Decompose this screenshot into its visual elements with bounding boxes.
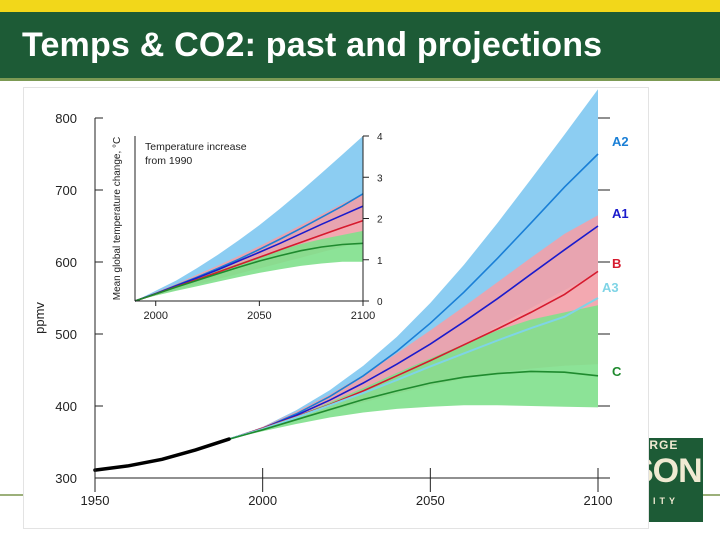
inset-band-c <box>135 230 363 301</box>
y-tick-label-400: 400 <box>55 399 77 414</box>
series-label-a2: A2 <box>612 134 629 149</box>
inset-y-tick-label-3: 3 <box>377 173 383 184</box>
x-tick-label-1950: 1950 <box>81 493 110 508</box>
inset-x-tick-label-2000: 2000 <box>143 310 167 322</box>
inset-title-line-1: Temperature increase <box>145 141 247 153</box>
inset-x-tick-label-2050: 2050 <box>247 310 271 322</box>
main-bands <box>229 89 598 440</box>
series-label-b: B <box>612 256 621 271</box>
inset-x-tick-label-2100: 2100 <box>351 310 375 322</box>
chart-panel: 300 400 500 600 700 800 1950 2000 2050 2100 ppmv A… <box>24 88 648 528</box>
inset-y-tick-label-1: 1 <box>377 256 383 267</box>
series-line-c <box>228 370 599 440</box>
inset-lines <box>134 193 364 302</box>
inset-y-axis-label: Mean global temperature change, °C <box>112 137 123 301</box>
x-tick-label-2000: 2000 <box>248 493 277 508</box>
series-line-a1 <box>228 225 599 440</box>
logo-line-3: SITY <box>647 496 680 506</box>
main-labels: A2 A1 B A3 C <box>602 134 629 379</box>
historical-line <box>93 437 231 472</box>
main-lines <box>93 153 599 472</box>
y-axis-label: ppmv <box>32 302 47 334</box>
inset-y-tick-label-4: 4 <box>377 132 383 143</box>
logo-line-1: ORGE <box>647 438 679 452</box>
main-axes: 300 400 500 600 700 800 1950 2000 2050 2100 ppmv <box>32 111 612 508</box>
inset-y-tick-label-2: 2 <box>377 215 383 226</box>
co2-projection-chart: 300 400 500 600 700 800 1950 2000 2050 2100 ppmv A… <box>32 89 629 508</box>
inset-title-line-2: from 1990 <box>145 155 192 167</box>
y-tick-label-300: 300 <box>55 471 77 486</box>
series-line-a2 <box>228 153 599 440</box>
university-logo: ORGE SON SITY <box>647 438 703 522</box>
inset-axes: 0 1 2 3 4 2000 2050 2100 Temperature increase fro… <box>112 132 383 322</box>
series-label-a3: A3 <box>602 280 619 295</box>
x-tick-label-2050: 2050 <box>416 493 445 508</box>
header-bar: Temps & CO2: past and projections <box>0 12 720 78</box>
y-tick-label-700: 700 <box>55 183 77 198</box>
y-tick-label-800: 800 <box>55 111 77 126</box>
temperature-inset: 0 1 2 3 4 2000 2050 2100 Temperature increase fro… <box>104 118 394 328</box>
series-line-a3 <box>228 297 599 441</box>
header-accent-bar <box>0 0 720 12</box>
slide-title: Temps & CO2: past and projections <box>22 26 603 64</box>
x-tick-label-2100: 2100 <box>584 493 613 508</box>
y-tick-label-600: 600 <box>55 255 77 270</box>
series-label-a1: A1 <box>612 206 629 221</box>
header-divider <box>0 78 720 81</box>
y-tick-label-500: 500 <box>55 327 77 342</box>
logo-line-2: SON <box>647 452 703 490</box>
inset-y-tick-label-0: 0 <box>377 297 383 308</box>
band-c <box>229 305 598 440</box>
series-label-c: C <box>612 364 622 379</box>
inset-series-line-c <box>134 242 364 302</box>
